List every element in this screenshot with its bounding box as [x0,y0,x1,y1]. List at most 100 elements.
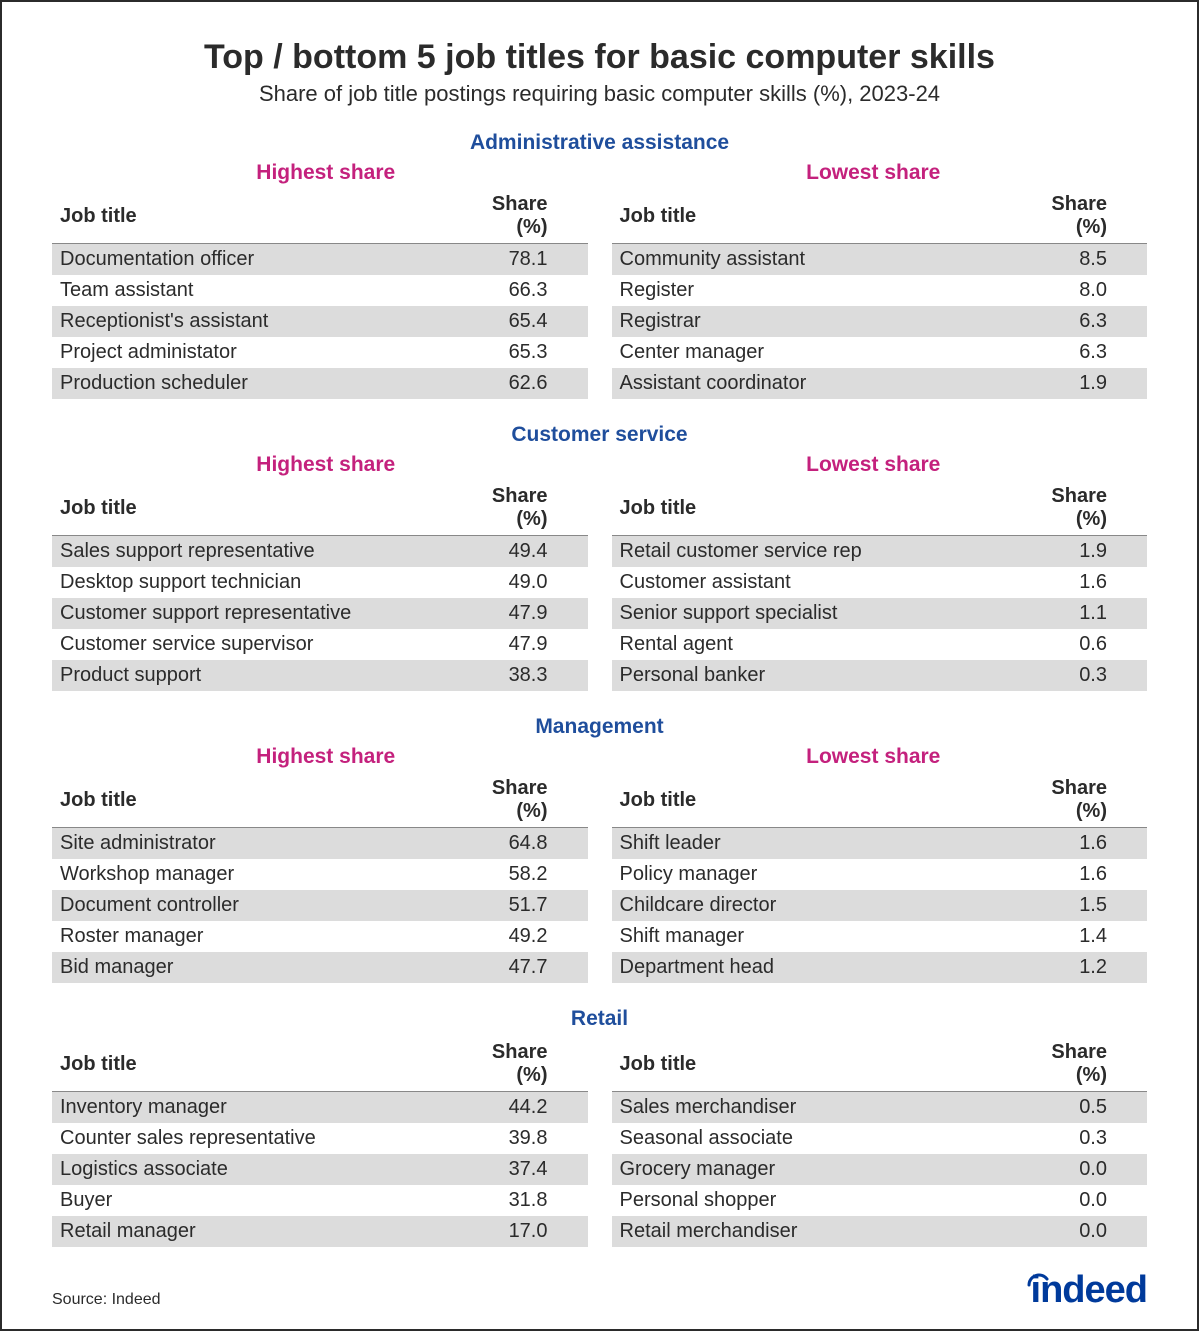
cell-job-title: Senior support specialist [612,598,1018,629]
table-row: Personal shopper0.0 [612,1185,1148,1216]
cell-share: 8.5 [1017,244,1147,276]
indeed-logo: indeed [1031,1271,1147,1309]
data-table: Job titleShare (%)Inventory manager44.2C… [52,1037,588,1247]
table-row: Shift manager1.4 [612,921,1148,952]
table-row: Counter sales representative39.8 [52,1123,588,1154]
table-row: Community assistant8.5 [612,244,1148,276]
table-row: Center manager6.3 [612,337,1148,368]
indeed-logo-arc-icon [1027,1269,1049,1291]
table-row: Personal banker0.3 [612,660,1148,691]
cell-share: 37.4 [458,1154,588,1185]
page-title: Top / bottom 5 job titles for basic comp… [52,38,1147,77]
cell-share: 1.9 [1017,536,1147,568]
data-table: Job titleShare (%)Sales support represen… [52,481,588,691]
cell-share: 44.2 [458,1092,588,1124]
cell-job-title: Site administrator [52,828,458,860]
cell-job-title: Buyer [52,1185,458,1216]
cell-job-title: Workshop manager [52,859,458,890]
data-table: Job titleShare (%)Site administrator64.8… [52,773,588,983]
cell-job-title: Receptionist's assistant [52,306,458,337]
cell-share: 51.7 [458,890,588,921]
subheader-lowest: Lowest share [600,745,1148,769]
tables-row: Job titleShare (%)Inventory manager44.2C… [52,1037,1147,1247]
cell-job-title: Grocery manager [612,1154,1018,1185]
data-table: Job titleShare (%)Sales merchandiser0.5S… [612,1037,1148,1247]
subheader-highest: Highest share [52,745,600,769]
table-row: Customer support representative47.9 [52,598,588,629]
cell-job-title: Desktop support technician [52,567,458,598]
table-row: Sales merchandiser0.5 [612,1092,1148,1124]
table-row: Documentation officer78.1 [52,244,588,276]
cell-job-title: Customer service supervisor [52,629,458,660]
section-header: Administrative assistance [52,131,1147,155]
table-row: Childcare director1.5 [612,890,1148,921]
cell-share: 31.8 [458,1185,588,1216]
cell-share: 47.9 [458,629,588,660]
table-row: Team assistant66.3 [52,275,588,306]
section: RetailJob titleShare (%)Inventory manage… [52,1007,1147,1247]
table-row: Customer service supervisor47.9 [52,629,588,660]
data-table: Job titleShare (%)Community assistant8.5… [612,189,1148,399]
col-header-job-title: Job title [52,773,458,828]
cell-share: 6.3 [1017,306,1147,337]
subheaders-row: Highest shareLowest share [52,453,1147,481]
col-header-job-title: Job title [612,481,1018,536]
cell-job-title: Production scheduler [52,368,458,399]
cell-job-title: Customer assistant [612,567,1018,598]
subheader-lowest: Lowest share [600,161,1148,185]
cell-share: 1.1 [1017,598,1147,629]
cell-share: 17.0 [458,1216,588,1247]
col-header-job-title: Job title [612,773,1018,828]
section: Management Highest shareLowest share Job t… [52,715,1147,983]
table-row: Senior support specialist1.1 [612,598,1148,629]
col-header-job-title: Job title [52,1037,458,1092]
col-header-share: Share (%) [1017,1037,1147,1092]
cell-share: 0.0 [1017,1154,1147,1185]
cell-share: 0.6 [1017,629,1147,660]
data-table: Job titleShare (%)Documentation officer7… [52,189,588,399]
cell-job-title: Department head [612,952,1018,983]
table-row: Sales support representative49.4 [52,536,588,568]
table-row: Rental agent0.6 [612,629,1148,660]
table-row: Logistics associate37.4 [52,1154,588,1185]
chart-frame: Top / bottom 5 job titles for basic comp… [0,0,1199,1331]
cell-job-title: Logistics associate [52,1154,458,1185]
cell-job-title: Bid manager [52,952,458,983]
cell-share: 49.0 [458,567,588,598]
subheader-lowest: Lowest share [600,453,1148,477]
cell-job-title: Product support [52,660,458,691]
cell-job-title: Community assistant [612,244,1018,276]
table-row: Receptionist's assistant65.4 [52,306,588,337]
cell-share: 8.0 [1017,275,1147,306]
cell-job-title: Sales merchandiser [612,1092,1018,1124]
table-row: Project administator65.3 [52,337,588,368]
section-header: Management [52,715,1147,739]
cell-share: 1.9 [1017,368,1147,399]
source-label: Source: Indeed [52,1291,161,1309]
col-header-job-title: Job title [612,1037,1018,1092]
cell-job-title: Shift leader [612,828,1018,860]
section: Customer serviceHighest shareLowest shar… [52,423,1147,691]
table-row: Document controller51.7 [52,890,588,921]
table-row: Register8.0 [612,275,1148,306]
col-header-share: Share (%) [458,481,588,536]
cell-share: 66.3 [458,275,588,306]
table-row: Retail merchandiser0.0 [612,1216,1148,1247]
cell-job-title: Policy manager [612,859,1018,890]
subheader-highest: Highest share [52,161,600,185]
table-row: Desktop support technician49.0 [52,567,588,598]
cell-share: 0.0 [1017,1185,1147,1216]
cell-job-title: Seasonal associate [612,1123,1018,1154]
col-header-share: Share (%) [1017,773,1147,828]
table-row: Retail customer service rep1.9 [612,536,1148,568]
tables-row: Job titleShare (%)Site administrator64.8… [52,773,1147,983]
table-row: Seasonal associate0.3 [612,1123,1148,1154]
col-header-share: Share (%) [458,1037,588,1092]
cell-job-title: Assistant coordinator [612,368,1018,399]
data-table: Job titleShare (%)Shift leader1.6Policy … [612,773,1148,983]
cell-job-title: Counter sales representative [52,1123,458,1154]
cell-job-title: Project administator [52,337,458,368]
cell-job-title: Retail merchandiser [612,1216,1018,1247]
table-row: Production scheduler62.6 [52,368,588,399]
cell-job-title: Inventory manager [52,1092,458,1124]
